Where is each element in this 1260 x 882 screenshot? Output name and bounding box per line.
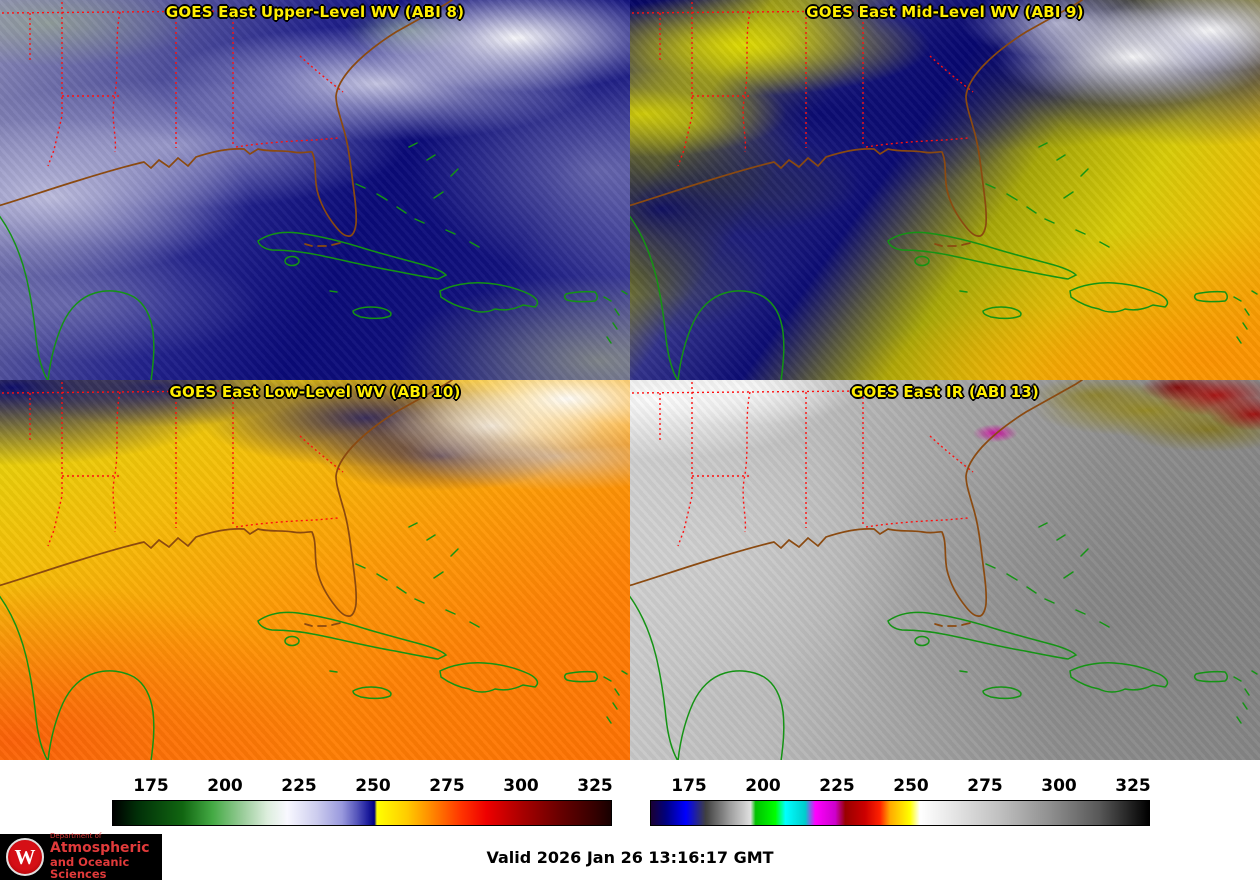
logo-text: Department of Atmospheric and Oceanic Sc…: [50, 832, 156, 882]
panel-ir: GOES East IR (ABI 13): [630, 380, 1260, 760]
panel-title: GOES East IR (ABI 13): [850, 383, 1039, 401]
wv-colorbar: 175 200 225 250 275 300 325: [112, 776, 613, 826]
satellite-panel-grid: GOES East Upper-Level WV (ABI 8) GOES Ea…: [0, 0, 1260, 760]
colorbar-section: 175 200 225 250 275 300 325 175 200 225 …: [0, 760, 1260, 830]
colorbar-tick: 325: [577, 776, 613, 796]
colorbar-tick: 200: [745, 776, 781, 796]
map-overlay: [630, 0, 1258, 380]
colorbar-tick: 275: [967, 776, 1003, 796]
wv-colorbar-ticks: 175 200 225 250 275 300 325: [112, 776, 613, 797]
satellite-imagery-abi13: [630, 380, 1260, 760]
colorbar-tick: 175: [133, 776, 169, 796]
satellite-imagery-abi10: [0, 380, 630, 760]
panel-low-level-wv: GOES East Low-Level WV (ABI 10): [0, 380, 630, 760]
logo-dept-line: Department of: [50, 832, 102, 841]
aos-department-logo: W Department of Atmospheric and Oceanic …: [0, 832, 162, 882]
logo-name-line1: Atmospheric: [50, 839, 150, 856]
panel-title: GOES East Low-Level WV (ABI 10): [169, 383, 461, 401]
colorbar-tick: 300: [1041, 776, 1077, 796]
ir-colorbar-ticks: 175 200 225 250 275 300 325: [650, 776, 1151, 797]
satellite-imagery-abi9: [630, 0, 1260, 380]
uw-crest-icon: W: [6, 838, 44, 876]
panel-title: GOES East Mid-Level WV (ABI 9): [806, 3, 1084, 21]
colorbar-tick: 225: [819, 776, 855, 796]
colorbar-tick: 200: [207, 776, 243, 796]
colorbar-tick: 250: [355, 776, 391, 796]
panel-title: GOES East Upper-Level WV (ABI 8): [165, 3, 465, 21]
ir-colorbar-gradient: [650, 800, 1150, 826]
uw-crest-monogram: W: [14, 844, 36, 869]
map-overlay: [0, 0, 628, 380]
colorbar-tick: 250: [893, 776, 929, 796]
wv-colorbar-gradient: [112, 800, 612, 826]
colorbar-tick: 325: [1115, 776, 1151, 796]
logo-name-line2: and Oceanic Sciences: [50, 854, 130, 882]
panel-upper-level-wv: GOES East Upper-Level WV (ABI 8): [0, 0, 630, 380]
panel-mid-level-wv: GOES East Mid-Level WV (ABI 9): [630, 0, 1260, 380]
colorbar-tick: 225: [281, 776, 317, 796]
colorbar-tick: 300: [503, 776, 539, 796]
valid-time-label: Valid 2026 Jan 26 13:16:17 GMT: [486, 848, 774, 867]
footer: W Department of Atmospheric and Oceanic …: [0, 830, 1260, 882]
ir-colorbar: 175 200 225 250 275 300 325: [650, 776, 1151, 826]
map-overlay: [0, 380, 628, 760]
colorbar-tick: 275: [429, 776, 465, 796]
colorbar-tick: 175: [671, 776, 707, 796]
satellite-imagery-abi8: [0, 0, 630, 380]
map-overlay: [630, 380, 1258, 760]
